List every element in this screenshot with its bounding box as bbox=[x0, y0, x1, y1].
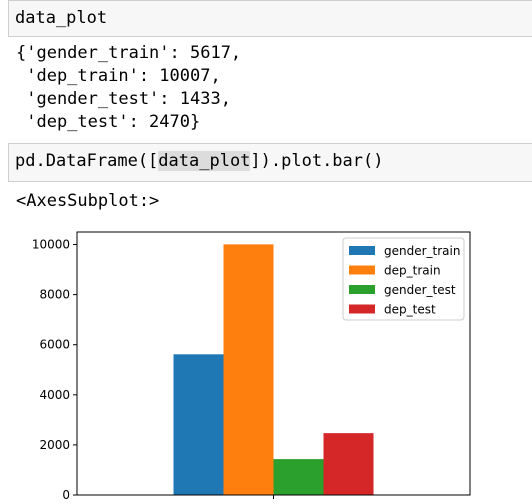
bar-dep-train bbox=[223, 244, 274, 495]
y-tick-label: 4000 bbox=[39, 388, 70, 402]
code-cell-2-output: <AxesSubplot:> bbox=[16, 190, 159, 213]
y-tick-label: 10000 bbox=[32, 238, 70, 252]
legend-label: gender_test bbox=[384, 283, 456, 297]
output-line: 'dep_test': 2470} bbox=[16, 112, 201, 132]
legend-label: dep_train bbox=[384, 264, 441, 278]
code-cell-1-input[interactable]: data_plot bbox=[8, 0, 532, 37]
bar-chart: 0 2000 4000 6000 8000 10000 gender_train dep_tr… bbox=[32, 231, 471, 502]
axes-frame bbox=[76, 231, 471, 496]
y-tick-label: 0 bbox=[62, 488, 70, 502]
selected-text-highlight: data_plot bbox=[158, 151, 251, 171]
y-tick-label: 8000 bbox=[39, 288, 70, 302]
code-cell-2-text-before: pd.DataFrame([ bbox=[15, 151, 159, 171]
legend-swatch bbox=[349, 285, 375, 294]
bar-gender-test bbox=[273, 459, 324, 495]
output-line: 'dep_train': 10007, bbox=[16, 66, 221, 86]
bar-dep-test bbox=[323, 433, 374, 495]
code-cell-1-text: data_plot bbox=[15, 8, 108, 28]
y-tick-label: 6000 bbox=[39, 338, 70, 352]
legend-label: gender_train bbox=[384, 244, 460, 258]
y-tick-label: 2000 bbox=[39, 438, 70, 452]
output-line: 'gender_test': 1433, bbox=[16, 89, 231, 109]
output-line: {'gender_train': 5617, bbox=[16, 43, 242, 63]
legend-swatch bbox=[349, 246, 375, 255]
legend-box bbox=[342, 237, 465, 321]
bar-gender-train bbox=[173, 354, 224, 495]
code-cell-2-input[interactable]: pd.DataFrame([data_plot]).plot.bar() bbox=[8, 143, 532, 182]
legend-label: dep_test bbox=[384, 303, 436, 317]
code-cell-1-output: {'gender_train': 5617, 'dep_train': 1000… bbox=[16, 42, 241, 134]
legend-swatch bbox=[349, 304, 375, 314]
legend-swatch bbox=[349, 265, 375, 275]
axes-repr-text: <AxesSubplot:> bbox=[16, 191, 160, 211]
code-cell-2-text-after: ]).plot.bar() bbox=[250, 151, 384, 171]
